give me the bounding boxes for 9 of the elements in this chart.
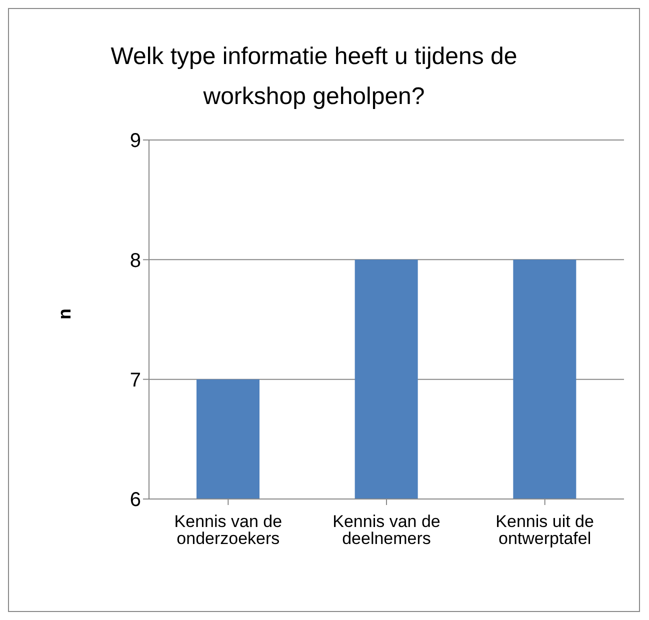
y-tick-label: 8 [130,250,141,272]
x-tick-label: Kennis van de onderzoekers [174,512,282,548]
x-tick-label: Kennis van de deelnemers [332,512,440,548]
y-tick-label: 9 [130,130,141,152]
y-tick-label: 7 [130,369,141,392]
y-tick-label: 6 [130,489,141,512]
x-tick-label: Kennis uit de ontwerptafel [496,512,594,548]
y-axis-title: n [54,308,74,320]
chart-title: Welk type informatie heeft u tijdens de workshop geholpen? [110,42,518,112]
